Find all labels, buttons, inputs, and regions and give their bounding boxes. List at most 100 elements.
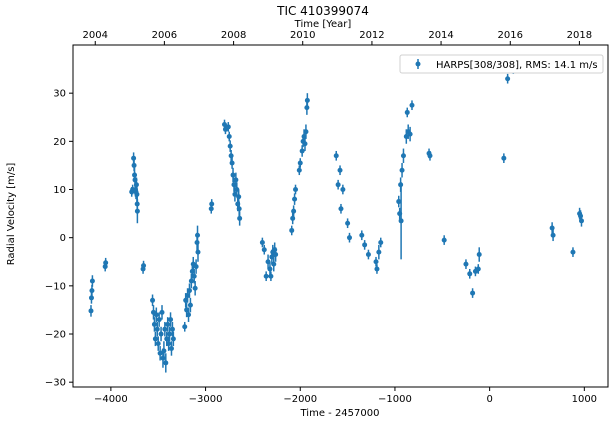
data-point — [399, 167, 405, 173]
data-point — [150, 297, 156, 303]
data-point — [88, 308, 94, 314]
x-tick-label: 1000 — [572, 394, 597, 405]
chart-title: TIC 410399074 — [276, 4, 369, 18]
plot-frame — [72, 44, 609, 388]
data-point — [467, 271, 473, 277]
data-point — [89, 278, 95, 284]
data-point — [291, 208, 297, 214]
data-point — [292, 196, 298, 202]
top-tick-label: 2004 — [83, 30, 108, 41]
data-point — [160, 355, 166, 361]
y-tick-label: −30 — [45, 378, 66, 389]
data-point — [441, 237, 447, 243]
data-point — [225, 124, 231, 130]
data-point — [475, 266, 481, 272]
top-tick-label: 2012 — [359, 30, 384, 41]
data-point — [182, 324, 188, 330]
data-point — [290, 215, 296, 221]
data-point — [187, 302, 193, 308]
data-point — [289, 227, 295, 233]
data-point — [163, 360, 169, 366]
top-tick-label: 2018 — [567, 30, 592, 41]
data-point — [162, 326, 168, 332]
data-point — [237, 215, 243, 221]
data-point — [228, 153, 234, 159]
legend: HARPS[308/308], RMS: 14.1 m/s — [399, 54, 604, 74]
data-point — [378, 239, 384, 245]
data-point — [374, 266, 380, 272]
data-point — [578, 218, 584, 224]
x-axis-label: Time - 2457000 — [300, 408, 380, 419]
data-point — [151, 321, 157, 327]
data-point — [152, 336, 158, 342]
data-point — [362, 242, 368, 248]
data-point — [407, 131, 413, 137]
top-tick-label: 2008 — [221, 30, 246, 41]
data-point — [236, 194, 242, 200]
data-point — [131, 155, 137, 161]
data-point — [131, 162, 137, 168]
data-point — [161, 348, 167, 354]
data-point — [335, 182, 341, 188]
data-point — [192, 285, 198, 291]
data-point — [346, 235, 352, 241]
data-point — [141, 263, 147, 269]
data-point — [365, 252, 371, 258]
plot-layer: −4000 −3000 −2000 −1000 0 1000 −30 −20 −10 0 10 20 3… — [45, 30, 597, 405]
data-point — [156, 317, 162, 323]
x-tick-label: −2000 — [283, 394, 317, 405]
data-point — [359, 232, 365, 238]
data-point — [267, 266, 273, 272]
data-point — [153, 312, 159, 318]
data-point — [337, 167, 343, 173]
data-point — [195, 249, 201, 255]
data-point — [570, 249, 576, 255]
data-point — [396, 199, 402, 205]
data-point — [400, 153, 406, 159]
data-point — [229, 160, 235, 166]
data-point — [186, 312, 192, 318]
data-point — [169, 326, 175, 332]
data-point — [272, 247, 278, 253]
data-point — [209, 201, 215, 207]
x-tick-label: −1000 — [378, 394, 412, 405]
data-point — [263, 273, 269, 279]
x-tick-label: −3000 — [189, 394, 223, 405]
y-tick-label: −10 — [45, 281, 66, 292]
data-point — [188, 278, 194, 284]
data-point — [501, 155, 507, 161]
legend-marker — [415, 61, 421, 67]
y-tick-label: 0 — [60, 233, 66, 244]
data-point — [89, 288, 95, 294]
data-point — [297, 160, 303, 166]
legend-text: HARPS[308/308], RMS: 14.1 m/s — [436, 60, 598, 71]
y-tick-label: 20 — [53, 137, 66, 148]
data-point — [302, 141, 308, 147]
data-point — [170, 336, 176, 342]
data-point — [271, 261, 277, 267]
data-point — [578, 213, 584, 219]
data-point — [195, 232, 201, 238]
data-point — [233, 177, 239, 183]
data-point — [338, 206, 344, 212]
data-point — [463, 261, 469, 267]
data-point — [505, 76, 511, 82]
y-tick-label: 30 — [53, 89, 66, 100]
data-point — [168, 317, 174, 323]
data-point — [470, 290, 476, 296]
data-point — [296, 167, 302, 173]
data-point — [103, 260, 109, 266]
data-point — [303, 129, 309, 135]
legend-box — [399, 54, 604, 74]
data-point — [191, 273, 197, 279]
data-point — [376, 249, 382, 255]
data-point — [345, 220, 351, 226]
data-point — [157, 350, 163, 356]
data-point — [186, 288, 192, 294]
data-point — [550, 232, 556, 238]
data-point — [398, 218, 404, 224]
top-tick-label: 2014 — [428, 30, 453, 41]
data-point — [340, 187, 346, 193]
